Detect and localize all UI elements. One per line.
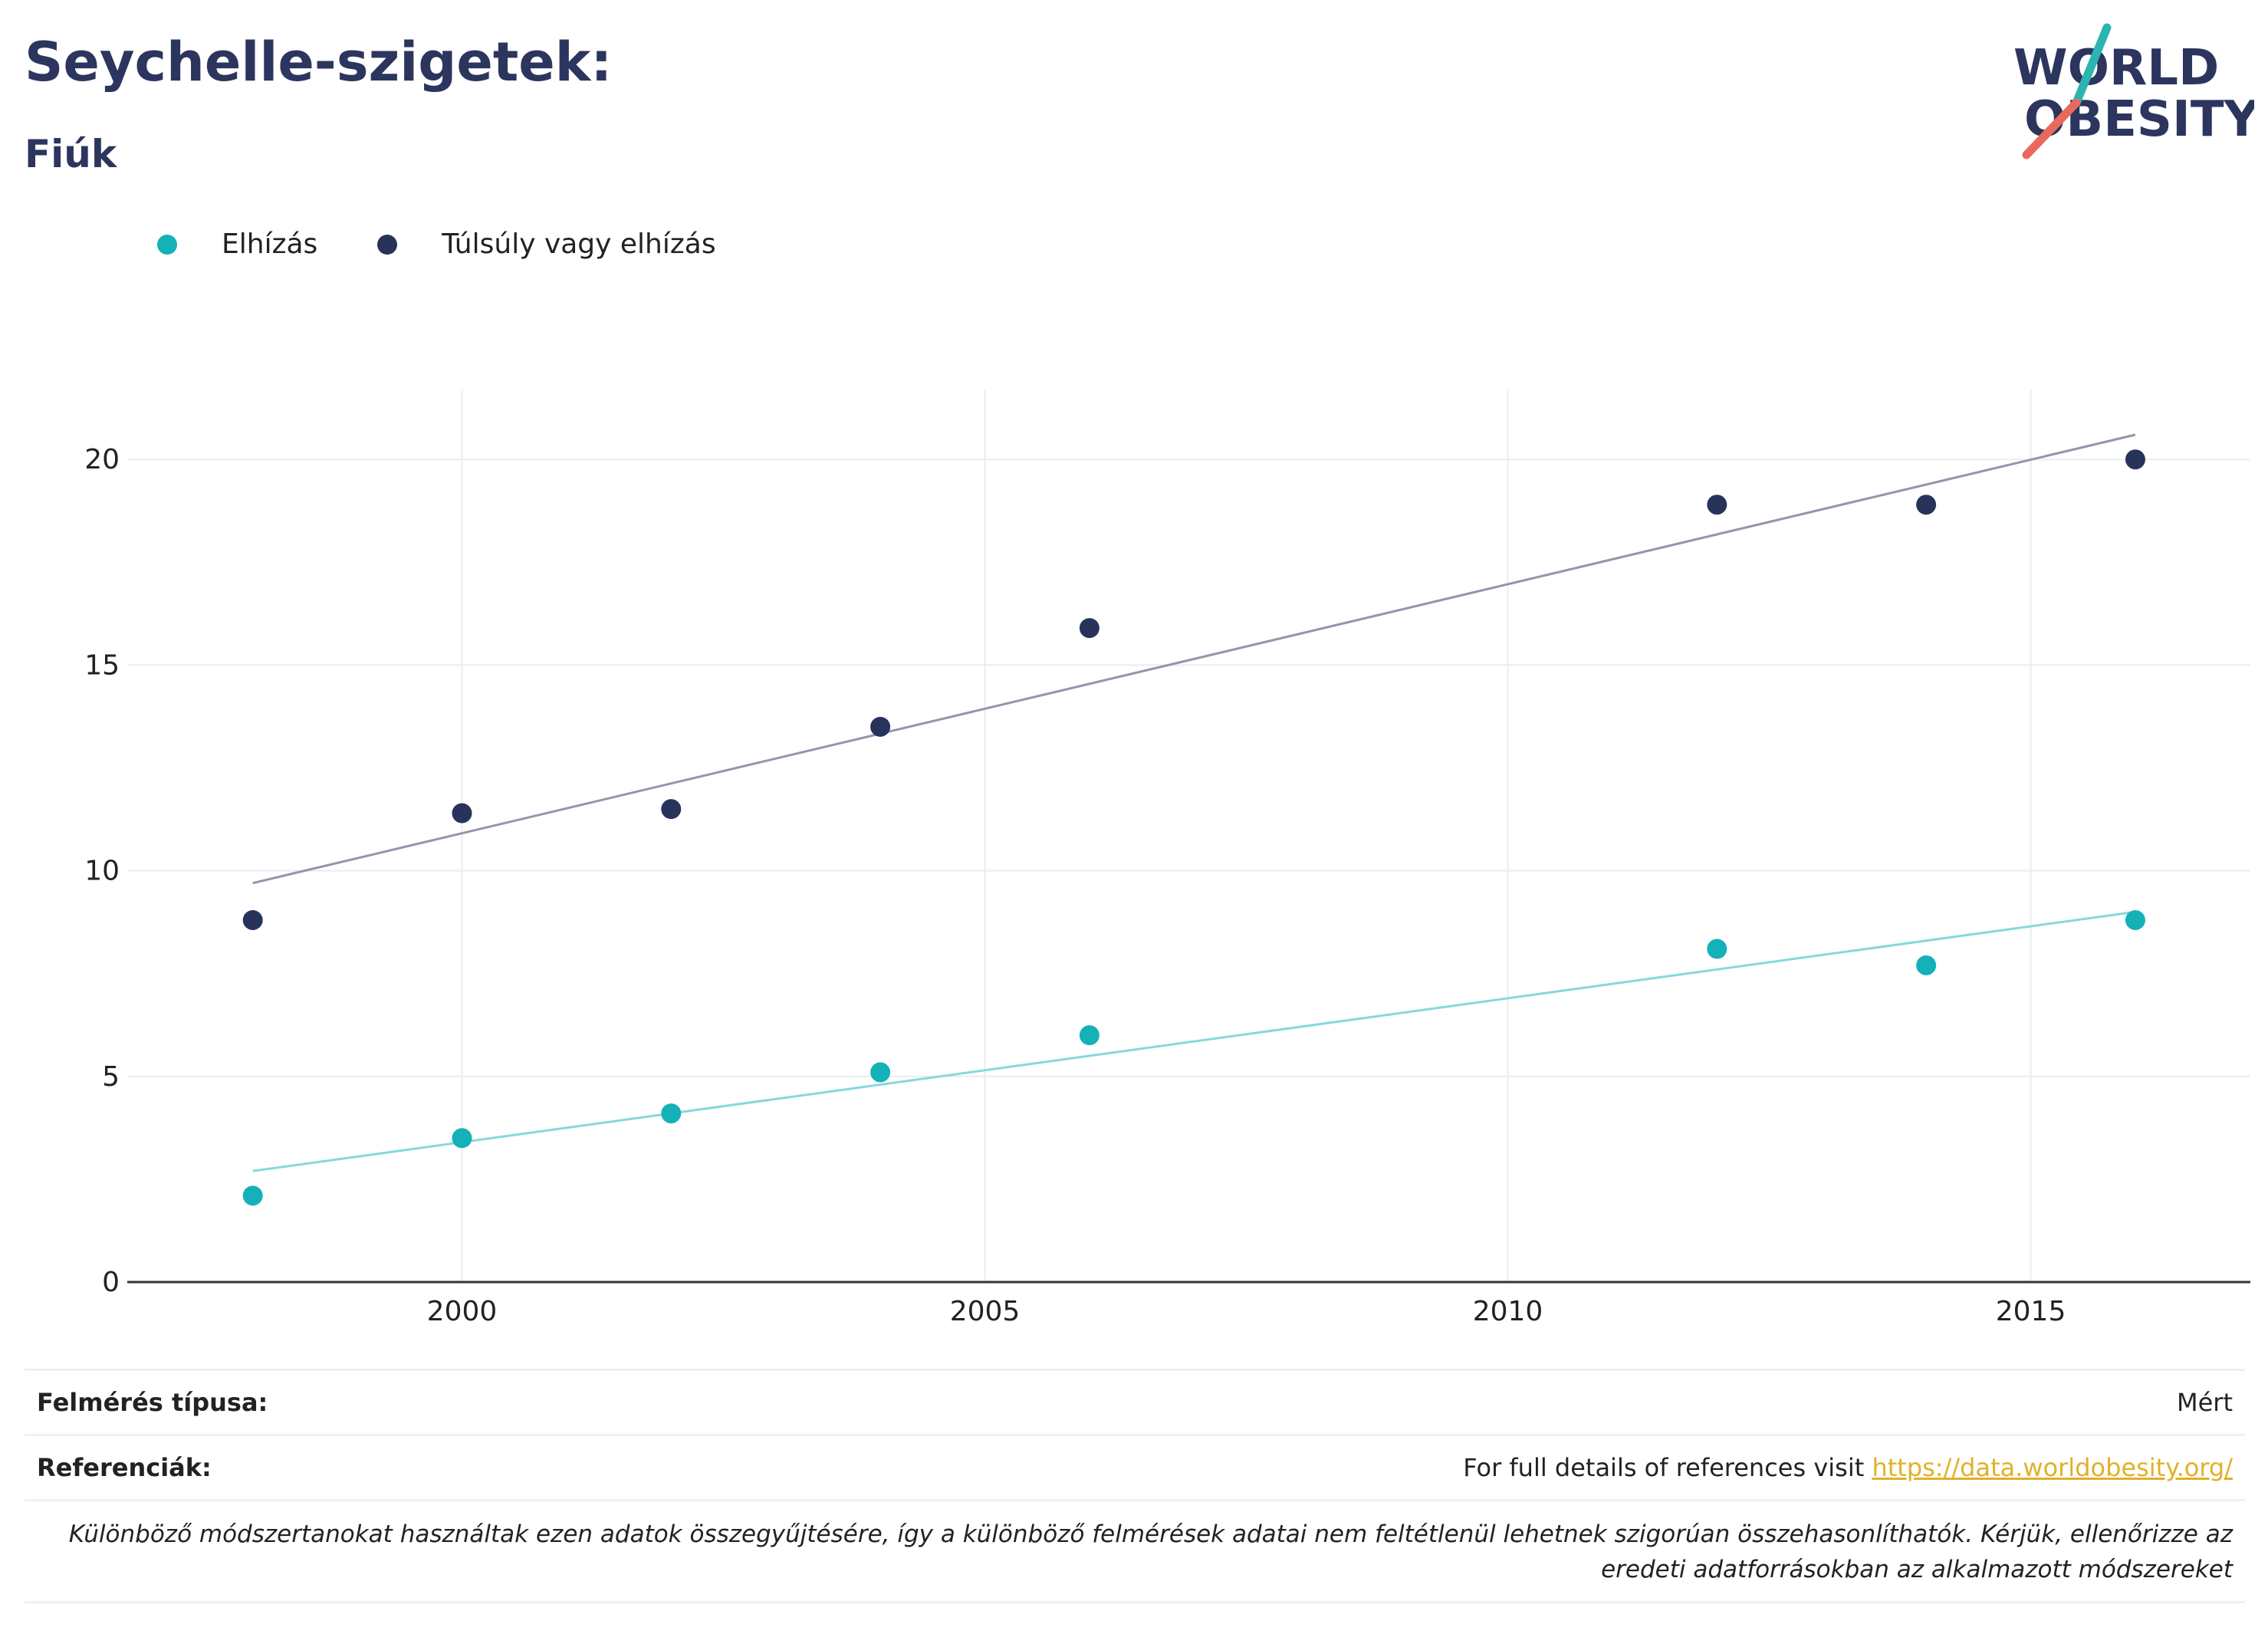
trend-line-overweight [252,433,2136,885]
survey-type-value: Mért [2177,1388,2233,1417]
x-tick-label: 2015 [1996,1296,2066,1327]
page-title: Seychelle-szigetek: [25,31,613,94]
survey-type-row: Felmérés típusa: Mért [25,1369,2245,1434]
methodology-note: Különböző módszertanokat használtak ezen… [25,1499,2245,1603]
legend-label-overweight: Túlsúly vagy elhízás [442,228,716,260]
references-value: For full details of references visit htt… [1463,1453,2233,1482]
info-table: Felmérés típusa: Mért Referenciák: For f… [25,1369,2245,1603]
data-point-obesity [452,1128,472,1149]
y-tick-label: 10 [84,856,120,887]
data-point-overweight [870,716,891,737]
x-tick-label: 2005 [950,1296,1021,1327]
data-point-obesity [2125,909,2145,930]
x-tick-label: 2000 [427,1296,498,1327]
data-point-overweight [1707,495,1727,515]
scatter-chart: 0 5 10 15 20 2000 2005 2010 2015 [84,390,2250,1327]
data-point-overweight [2125,449,2145,470]
chart-legend: Elhízás Túlsúly vagy elhízás [157,228,776,260]
data-point-obesity [1707,939,1727,959]
data-point-overweight [242,909,263,930]
references-link[interactable]: https://data.worldobesity.org/ [1872,1453,2233,1482]
survey-type-label: Felmérés típusa: [37,1388,268,1417]
legend-item-obesity[interactable]: Elhízás [157,228,317,260]
data-point-overweight [452,803,472,824]
references-label: Referenciák: [37,1453,212,1482]
data-point-overweight [661,799,682,820]
data-point-obesity [1916,955,1937,975]
legend-item-overweight[interactable]: Túlsúly vagy elhízás [377,228,716,260]
y-tick-label: 0 [102,1267,120,1298]
legend-marker-overweight [377,234,398,255]
logo-text-world: WORLD [2013,40,2219,97]
data-point-overweight [1916,495,1937,515]
logo-slash-teal [2072,23,2112,107]
logo-slash-coral [2022,98,2081,159]
data-point-overweight [1079,618,1099,639]
data-point-obesity [870,1062,891,1083]
y-tick-label: 20 [84,444,120,475]
data-point-obesity [1079,1025,1099,1046]
data-point-obesity [242,1185,263,1206]
references-row: Referenciák: For full details of referen… [25,1434,2245,1499]
world-obesity-logo: WORLD OBESITY [2013,23,2254,159]
y-tick-label: 15 [84,649,120,681]
legend-marker-obesity [157,234,177,255]
data-point-obesity [661,1103,682,1124]
trend-line-obesity [252,910,2136,1172]
x-tick-label: 2010 [1473,1296,1543,1327]
references-text: For full details of references visit [1463,1453,1872,1482]
page-subtitle: Fiúk [25,132,117,176]
y-tick-label: 5 [102,1061,120,1093]
legend-label-obesity: Elhízás [222,228,318,260]
